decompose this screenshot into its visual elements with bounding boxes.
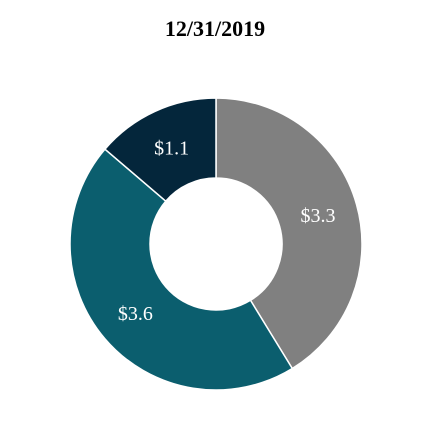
slice-label-1: $3.3: [301, 205, 336, 227]
slice-2: [69, 148, 294, 391]
slice-label-2: $3.6: [118, 303, 153, 325]
donut-labels: $3.3 $3.6 $1.1: [118, 138, 336, 325]
slice-label-3: $1.1: [154, 138, 189, 160]
slice-3: [103, 97, 217, 203]
slice-1: [215, 97, 363, 370]
chart-title: 12/31/2019: [164, 16, 266, 41]
donut-slices: [69, 97, 363, 391]
